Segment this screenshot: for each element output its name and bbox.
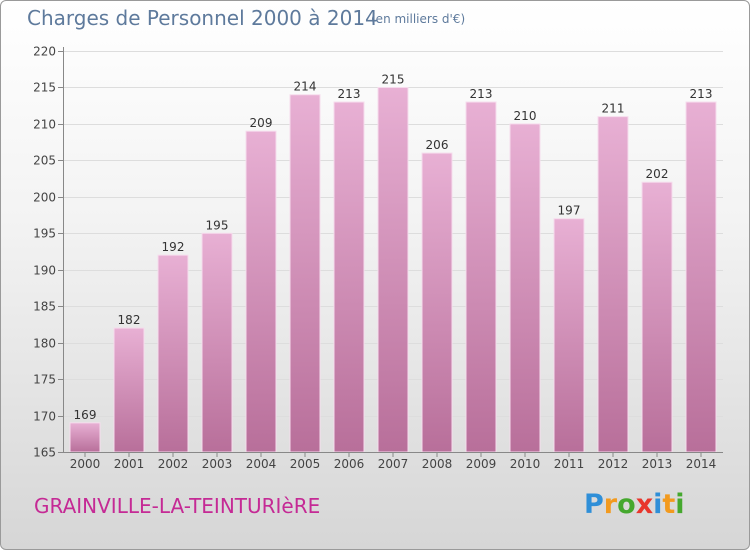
data-label: 169 <box>74 408 97 422</box>
bar <box>685 101 717 453</box>
x-tick-label: 2013 <box>642 457 673 471</box>
data-label: 197 <box>558 204 581 218</box>
y-tick-label: 190 <box>33 264 56 278</box>
x-tick-label: 2014 <box>686 457 717 471</box>
x-tick-label: 2006 <box>334 457 365 471</box>
x-tick-label: 2000 <box>70 457 101 471</box>
bar <box>289 94 321 453</box>
data-label: 195 <box>206 218 229 232</box>
data-label: 210 <box>514 109 537 123</box>
proxiti-logo[interactable]: Proxiti <box>584 489 685 520</box>
y-tick-label: 210 <box>33 118 56 132</box>
bar <box>113 327 145 453</box>
data-label: 192 <box>162 240 185 254</box>
data-label: 202 <box>646 167 669 181</box>
x-tick-label: 2010 <box>510 457 541 471</box>
x-tick-label: 2007 <box>378 457 409 471</box>
logo-letter: t <box>662 489 676 520</box>
logo-letter: P <box>584 489 604 520</box>
bar <box>509 123 541 453</box>
bar <box>465 101 497 453</box>
data-label: 215 <box>382 72 405 86</box>
bar <box>553 218 585 453</box>
x-tick-label: 2008 <box>422 457 453 471</box>
chart-title: Charges de Personnel 2000 à 2014 <box>27 6 378 30</box>
y-tick-label: 185 <box>33 300 56 314</box>
logo-letter: o <box>617 489 636 520</box>
y-tick-label: 195 <box>33 227 56 241</box>
y-tick-label: 175 <box>33 373 56 387</box>
x-tick-label: 2012 <box>598 457 629 471</box>
bar <box>333 101 365 453</box>
bar <box>245 130 277 453</box>
chart-subtitle: (en milliers d'€) <box>371 12 466 26</box>
logo-letter: r <box>603 489 618 520</box>
data-label: 213 <box>690 87 713 101</box>
data-label: 213 <box>470 87 493 101</box>
data-label: 214 <box>294 80 317 94</box>
bars-layer <box>69 86 717 453</box>
bar <box>157 254 189 453</box>
y-tick-label: 220 <box>33 45 56 59</box>
logo-letter: i <box>653 489 663 520</box>
y-tick-label: 170 <box>33 410 56 424</box>
y-tick-label: 215 <box>33 81 56 95</box>
x-tick-label: 2003 <box>202 457 233 471</box>
data-label: 211 <box>602 102 625 116</box>
logo-letter: x <box>635 489 654 520</box>
x-tick-label: 2001 <box>114 457 145 471</box>
y-tick-label: 205 <box>33 154 56 168</box>
x-tick-label: 2004 <box>246 457 277 471</box>
place-name: GRAINVILLE-LA-TEINTURIèRE <box>34 494 321 518</box>
data-label: 182 <box>118 313 141 327</box>
x-tick-label: 2002 <box>158 457 189 471</box>
bar <box>641 181 673 453</box>
x-tick-label: 2005 <box>290 457 321 471</box>
data-label: 209 <box>250 116 273 130</box>
y-tick-label: 200 <box>33 191 56 205</box>
x-tick-label: 2009 <box>466 457 497 471</box>
bar <box>597 116 629 453</box>
bar <box>69 422 101 453</box>
y-tick-label: 180 <box>33 337 56 351</box>
x-tick-label: 2011 <box>554 457 585 471</box>
labels-layer: 169 182 192 195 209 214 213 215 206 213 210 197 211 2… <box>74 72 713 421</box>
logo-letter: i <box>675 489 685 520</box>
axis-layer: 165 170 175 180 185 190 195 200 205 210 215 220 2000… <box>33 45 723 471</box>
data-label: 206 <box>426 138 449 152</box>
y-tick-label: 165 <box>33 446 56 460</box>
bar <box>201 232 233 453</box>
data-label: 213 <box>338 87 361 101</box>
bar <box>421 152 453 453</box>
bar <box>377 86 409 453</box>
